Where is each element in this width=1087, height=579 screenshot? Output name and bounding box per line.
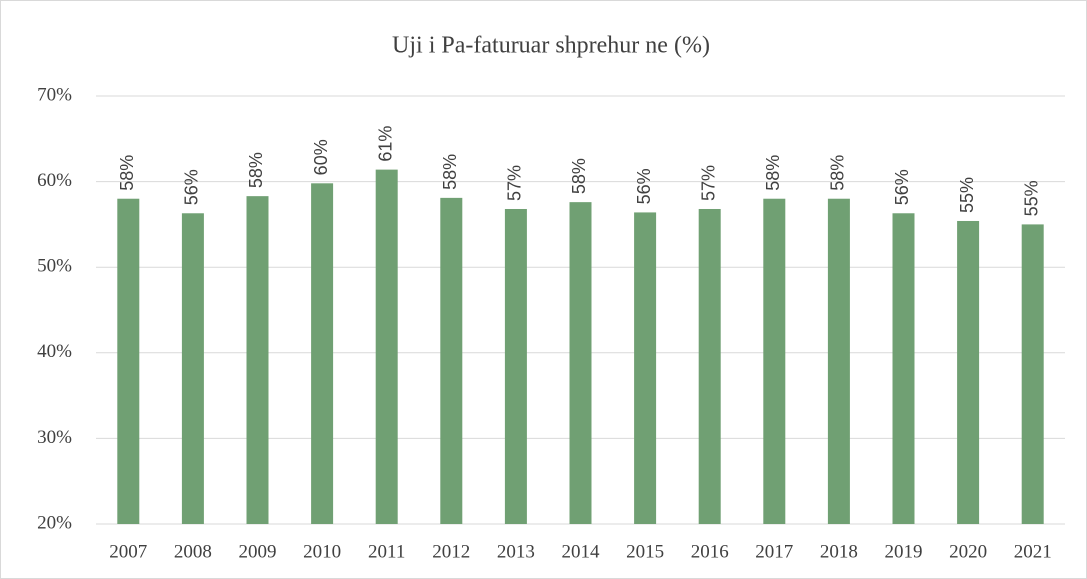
data-label: 58%: [828, 155, 848, 191]
bar: [1021, 224, 1044, 524]
bar: [957, 220, 980, 524]
data-label: 58%: [246, 152, 266, 188]
x-tick-label: 2009: [239, 541, 277, 562]
y-tick-label: 40%: [37, 341, 72, 362]
bar: [117, 198, 140, 524]
bar: [569, 202, 592, 525]
y-tick-label: 70%: [37, 84, 72, 105]
bar: [634, 212, 657, 524]
data-label: 58%: [117, 155, 137, 191]
data-label: 58%: [763, 155, 783, 191]
x-tick-label: 2021: [1014, 541, 1052, 562]
data-label: 58%: [569, 158, 589, 194]
data-label: 57%: [698, 165, 718, 201]
x-tick-label: 2007: [109, 541, 147, 562]
data-label: 56%: [892, 169, 912, 205]
bar: [763, 198, 786, 524]
bar: [698, 208, 721, 524]
x-tick-label: 2013: [497, 541, 535, 562]
data-label: 61%: [375, 126, 395, 162]
x-tick-label: 2008: [174, 541, 212, 562]
bar: [181, 213, 204, 524]
y-tick-label: 60%: [37, 170, 72, 191]
x-tick-label: 2017: [755, 541, 793, 562]
x-tick-label: 2016: [691, 541, 729, 562]
data-label: 56%: [182, 169, 202, 205]
data-label: 55%: [957, 177, 977, 213]
x-tick-label: 2019: [885, 541, 923, 562]
data-label: 57%: [505, 165, 525, 201]
chart-title: Uji i Pa-faturuar shprehur ne (%): [392, 33, 710, 59]
y-tick-label: 30%: [37, 427, 72, 448]
x-tick-label: 2011: [368, 541, 405, 562]
y-tick-label: 50%: [37, 256, 72, 277]
x-tick-label: 2018: [820, 541, 858, 562]
bar: [246, 196, 269, 525]
x-tick-label: 2010: [303, 541, 341, 562]
x-tick-label: 2020: [949, 541, 987, 562]
data-label: 55%: [1021, 180, 1041, 216]
bar: [892, 213, 915, 524]
data-label: 56%: [634, 168, 654, 204]
bar: [375, 169, 398, 524]
bar: [827, 198, 850, 524]
x-tick-label: 2015: [626, 541, 664, 562]
bar: [504, 208, 527, 524]
x-tick-label: 2014: [562, 541, 601, 562]
data-label: 60%: [311, 139, 331, 175]
y-tick-label: 20%: [37, 512, 72, 533]
x-tick-label: 2012: [432, 541, 470, 562]
bar: [311, 183, 334, 524]
bar: [440, 197, 463, 524]
data-label: 58%: [440, 154, 460, 190]
